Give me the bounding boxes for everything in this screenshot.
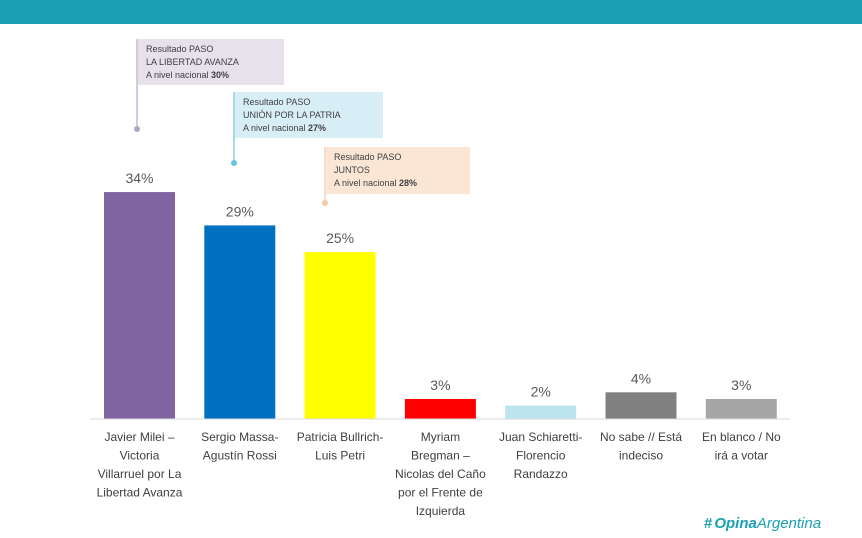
category-label-6-line-0: En blanco / No [702, 430, 781, 444]
value-label-0: 34% [125, 170, 153, 186]
category-label-3-line-3: por el Frente de [398, 486, 483, 500]
callout-result: A nivel nacional 27% [243, 123, 327, 133]
category-label-5-line-0: No sabe // Está [600, 430, 682, 444]
bar-1 [204, 225, 276, 419]
bar-5 [605, 392, 677, 419]
category-label-2-line-1: Luis Petri [315, 449, 365, 463]
category-label-3-line-4: Izquierda [416, 504, 466, 518]
callout-party: JUNTOS [334, 165, 370, 175]
callout-party: UNIÓN POR LA PATRIA [243, 110, 341, 120]
top-accent-bar [0, 0, 862, 24]
category-label-4-line-1: Florencio [516, 449, 566, 463]
category-label-3-line-0: Myriam [421, 430, 460, 444]
callout-title: Resultado PASO [243, 97, 311, 107]
category-label-0-line-2: Villarruel por La [98, 467, 182, 481]
callout-libertad-avanza: Resultado PASO LA LIBERTAD AVANZA A nive… [138, 39, 284, 85]
category-label-4-line-2: Randazzo [514, 467, 568, 481]
category-label-1-line-1: Agustín Rossi [203, 449, 277, 463]
callout-union-por-la-patria: Resultado PASO UNIÓN POR LA PATRIA A niv… [235, 92, 383, 138]
hash-icon: # [704, 515, 713, 532]
callout-dot-0 [134, 126, 140, 132]
bar-2 [304, 252, 376, 419]
category-label-6-line-1: irá a votar [715, 449, 768, 463]
bar-4 [505, 405, 577, 419]
callout-party: LA LIBERTAD AVANZA [146, 57, 239, 67]
category-label-1-line-0: Sergio Massa- [201, 430, 278, 444]
callout-juntos: Resultado PASO JUNTOS A nivel nacional 2… [326, 147, 470, 194]
value-label-5: 4% [631, 370, 651, 386]
value-label-4: 2% [531, 384, 551, 400]
value-label-6: 3% [731, 377, 751, 393]
bar-0 [104, 192, 175, 419]
callout-dot-1 [231, 160, 237, 166]
value-label-1: 29% [226, 203, 254, 219]
category-label-3-line-2: Nicolas del Caño [395, 467, 486, 481]
value-label-3: 3% [430, 377, 450, 393]
callout-result: A nivel nacional 28% [334, 178, 418, 188]
category-label-5-line-1: indeciso [619, 449, 663, 463]
callout-title: Resultado PASO [334, 152, 402, 162]
category-label-3-line-1: Bregman – [411, 449, 470, 463]
category-label-2-line-0: Patricia Bullrich- [297, 430, 384, 444]
callout-result: A nivel nacional 30% [146, 70, 230, 80]
bar-6 [705, 398, 777, 419]
category-label-0-line-1: Victoria [120, 449, 160, 463]
opina-argentina-logo: # OpinaArgentina [704, 515, 822, 532]
value-label-2: 25% [326, 230, 354, 246]
callout-dot-2 [322, 200, 328, 206]
category-label-4-line-0: Juan Schiaretti- [499, 430, 582, 444]
category-label-0-line-3: Libertad Avanza [97, 486, 183, 500]
callout-title: Resultado PASO [146, 44, 214, 54]
category-label-0-line-0: Javier Milei – [104, 430, 174, 444]
bar-3 [404, 398, 476, 419]
